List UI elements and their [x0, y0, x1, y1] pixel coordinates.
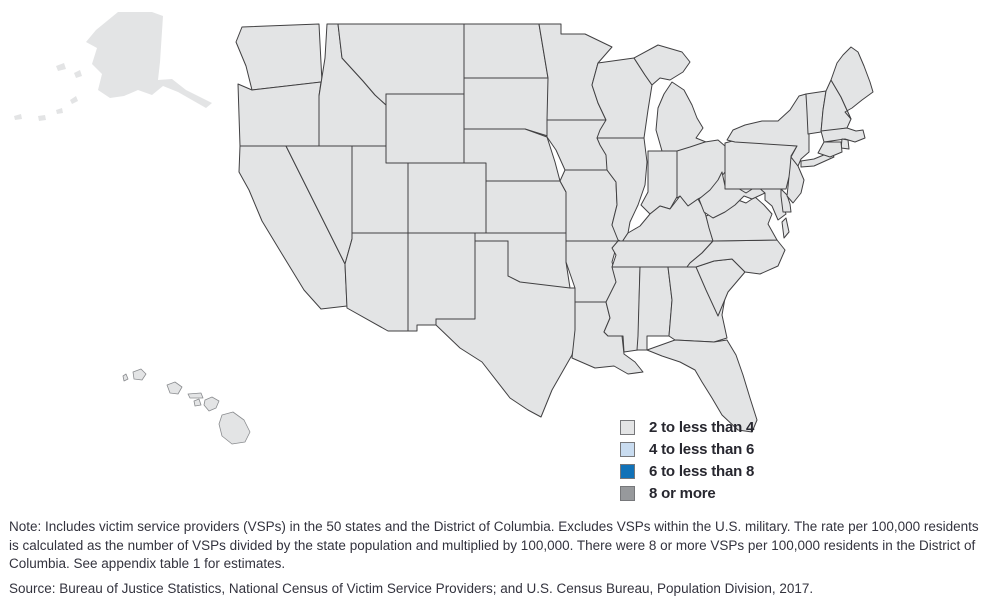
legend-item: 2 to less than 4 — [620, 416, 754, 438]
legend-label: 4 to less than 6 — [649, 440, 755, 458]
state-hi-oahu — [166, 381, 183, 395]
legend-item: 8 or more — [620, 482, 754, 504]
state-hi-niihau — [122, 373, 129, 382]
figure-notes: Note: Includes victim service providers … — [9, 518, 982, 599]
state-nd — [463, 23, 549, 79]
state-ak-island — [14, 114, 22, 120]
figure-note: Note: Includes victim service providers … — [9, 519, 979, 572]
state-ak-island — [56, 108, 63, 114]
state-az — [344, 232, 409, 332]
state-mi-upper — [633, 44, 691, 86]
legend-swatch-2-to-4 — [620, 419, 635, 435]
state-hi-molokai — [187, 392, 204, 399]
legend-label: 2 to less than 4 — [649, 418, 755, 436]
map-states — [14, 12, 874, 445]
figure-source: Source: Bureau of Justice Statistics, Na… — [9, 580, 814, 596]
state-hi-hawaii — [218, 411, 251, 445]
state-hi-lanai — [193, 398, 202, 407]
state-pa — [724, 139, 798, 190]
state-ri — [840, 138, 850, 150]
state-wa — [235, 23, 323, 91]
map-legend: 2 to less than 4 4 to less than 6 6 to l… — [620, 416, 754, 504]
legend-swatch-6-to-8 — [620, 463, 635, 479]
state-nc — [686, 239, 786, 275]
state-or — [237, 81, 322, 147]
state-va-eastern-shore — [781, 217, 790, 239]
state-ak-island — [70, 96, 78, 104]
state-fl — [646, 339, 758, 433]
state-hi-maui — [203, 396, 220, 412]
state-hi-kauai — [132, 368, 147, 381]
state-tx — [435, 240, 579, 418]
state-wy — [385, 93, 465, 164]
state-ak — [86, 12, 212, 108]
legend-swatch-4-to-6 — [620, 441, 635, 457]
state-ks — [485, 180, 567, 234]
us-choropleth-map — [14, 12, 874, 445]
legend-label: 8 or more — [649, 484, 716, 502]
state-nj — [786, 156, 805, 204]
state-ak-island — [56, 63, 66, 71]
legend-item: 4 to less than 6 — [620, 438, 754, 460]
legend-swatch-8-or-more — [620, 485, 635, 501]
state-ma — [820, 127, 866, 143]
state-mi-lower — [655, 81, 707, 152]
state-al — [636, 266, 673, 351]
legend-item: 6 to less than 8 — [620, 460, 754, 482]
legend-label: 6 to less than 8 — [649, 462, 755, 480]
state-nm — [407, 232, 476, 332]
state-me — [830, 46, 874, 120]
state-ct — [817, 141, 843, 158]
state-ak-island — [38, 115, 46, 121]
state-co — [407, 162, 487, 234]
state-ak-island — [74, 70, 82, 78]
state-sd — [463, 77, 552, 138]
